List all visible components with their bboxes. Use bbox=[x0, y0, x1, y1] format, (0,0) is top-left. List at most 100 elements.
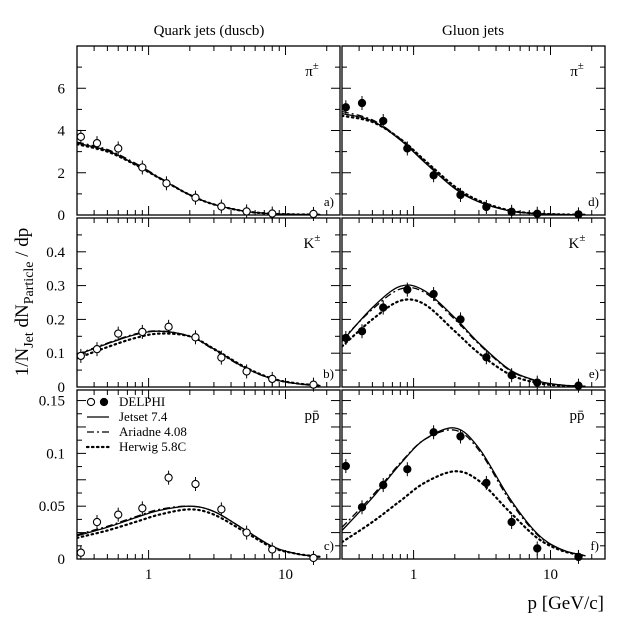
data-point bbox=[456, 190, 465, 200]
model-curve-jetset bbox=[342, 284, 586, 387]
data-point bbox=[191, 193, 200, 202]
data-point bbox=[429, 289, 438, 299]
y-tick-label: 0.1 bbox=[46, 446, 65, 462]
panel-tag-e: e) bbox=[589, 366, 599, 381]
data-point bbox=[533, 378, 542, 387]
data-point bbox=[268, 545, 277, 554]
data-point bbox=[114, 510, 123, 519]
y-axis-label: 1/NJet dNParticle / dp bbox=[12, 228, 37, 377]
particle-label-superscript: ± bbox=[313, 60, 319, 72]
model-curve-herwig bbox=[77, 143, 322, 215]
particle-label-base: K bbox=[569, 236, 580, 252]
panel-c-frame bbox=[76, 389, 341, 560]
particle-label-a: π± bbox=[305, 60, 319, 80]
model-curve-jetset bbox=[77, 142, 321, 215]
data-point bbox=[456, 432, 465, 441]
y-tick-label: 0.05 bbox=[39, 499, 65, 515]
x-tick-label: 1 bbox=[410, 567, 418, 583]
y-axis-label-part: dN bbox=[12, 304, 33, 332]
panel-tag-f: f) bbox=[590, 538, 599, 553]
data-point bbox=[574, 381, 583, 390]
legend-label: DELPHI bbox=[119, 394, 165, 409]
data-point bbox=[482, 478, 491, 488]
y-axis-label-part: / dp bbox=[12, 228, 33, 262]
column-title-gluon: Gluon jets bbox=[442, 23, 504, 39]
data-point bbox=[357, 327, 367, 336]
data-point bbox=[403, 285, 412, 294]
panel-b-frame bbox=[76, 217, 341, 388]
panel-e: K± e) bbox=[341, 217, 606, 393]
data-point bbox=[507, 207, 516, 216]
data-point bbox=[357, 503, 367, 512]
data-point bbox=[242, 528, 251, 537]
particle-label-base: K bbox=[304, 236, 315, 252]
panel-tag-b: b) bbox=[323, 366, 334, 381]
panel-a-frame bbox=[76, 45, 341, 216]
data-point bbox=[574, 210, 583, 219]
data-point bbox=[76, 548, 85, 557]
legend-label: Herwig 5.8C bbox=[119, 439, 186, 454]
data-point bbox=[379, 303, 388, 312]
data-point bbox=[429, 428, 438, 437]
particle-label-base: π bbox=[570, 64, 578, 80]
data-point bbox=[242, 367, 251, 376]
model-curve-ariadne bbox=[77, 141, 321, 215]
particle-label-base: π bbox=[305, 64, 313, 80]
model-curve-jetset bbox=[77, 505, 321, 558]
data-point bbox=[574, 552, 583, 562]
data-point bbox=[76, 351, 85, 361]
data-point bbox=[92, 344, 102, 354]
model-curve-herwig bbox=[77, 332, 322, 387]
data-point bbox=[164, 473, 173, 482]
y-axis-label-part: Jet bbox=[22, 332, 37, 348]
data-point bbox=[507, 371, 516, 380]
x-tick-label: 1 bbox=[145, 567, 153, 583]
legend-label: Jetset 7.4 bbox=[119, 409, 168, 424]
data-point bbox=[164, 322, 173, 331]
data-point bbox=[92, 517, 102, 527]
data-point bbox=[217, 202, 226, 211]
data-point bbox=[217, 505, 226, 514]
data-point bbox=[114, 144, 123, 153]
panel-tag-a: a) bbox=[324, 194, 334, 209]
data-point bbox=[341, 333, 350, 343]
data-point bbox=[379, 480, 388, 490]
legend-marker-filled bbox=[99, 397, 109, 407]
y-axis-label-part: 1/N bbox=[12, 348, 33, 377]
data-point bbox=[533, 209, 542, 218]
particle-label-e: K± bbox=[569, 232, 586, 252]
panel-d-frame bbox=[341, 45, 606, 216]
data-point bbox=[482, 202, 491, 212]
data-point bbox=[482, 353, 491, 362]
y-tick-label: 0.15 bbox=[39, 394, 65, 410]
model-curve-herwig bbox=[342, 470, 587, 557]
y-tick-label: 0.2 bbox=[46, 312, 65, 328]
data-point bbox=[533, 544, 542, 553]
data-point bbox=[309, 553, 318, 563]
particle-label-superscript: ± bbox=[579, 232, 585, 244]
x-tick-label: 10 bbox=[278, 567, 293, 583]
y-tick-label: 0.1 bbox=[46, 346, 65, 362]
data-point bbox=[268, 209, 277, 218]
legend-label: Ariadne 4.08 bbox=[119, 424, 187, 439]
model-curve-ariadne bbox=[77, 505, 321, 558]
panel-tag-c: c) bbox=[324, 538, 334, 553]
data-point bbox=[217, 353, 226, 362]
model-curve-jetset bbox=[342, 112, 586, 215]
particle-label-b: K± bbox=[304, 232, 321, 252]
column-title-quark: Quark jets (duscb) bbox=[154, 23, 265, 39]
data-point bbox=[162, 179, 171, 188]
y-tick-label: 0.3 bbox=[46, 279, 65, 295]
data-point bbox=[403, 144, 412, 153]
data-point bbox=[309, 380, 318, 389]
data-point bbox=[429, 171, 438, 180]
data-point bbox=[138, 327, 147, 337]
panel-b: 0 0.1 0.2 0.3 0.4 K± b) bbox=[46, 217, 341, 396]
data-point bbox=[268, 374, 277, 384]
data-point bbox=[191, 333, 200, 342]
model-curve-ariadne bbox=[342, 429, 586, 557]
particle-label-superscript: ± bbox=[578, 60, 584, 72]
y-tick-label: 0.4 bbox=[46, 245, 65, 261]
